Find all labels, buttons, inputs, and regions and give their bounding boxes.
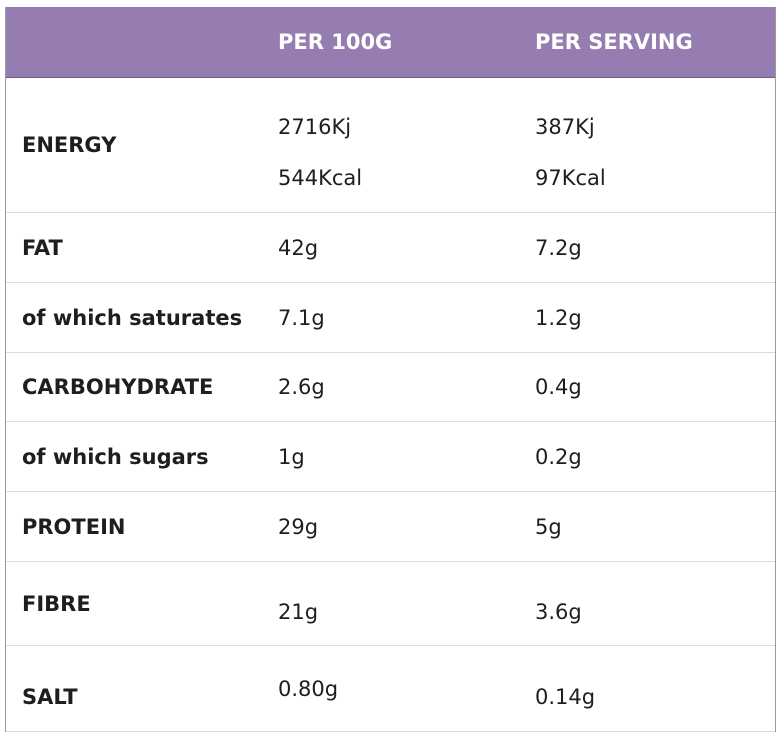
- per-serving-value: 5g: [535, 515, 562, 539]
- column-header: PER SERVING: [535, 30, 693, 54]
- table-row: CARBOHYDRATE 2.6g 0.4g: [6, 353, 775, 422]
- row-label: ENERGY: [22, 133, 117, 157]
- per-serving-value: 387Kj: [535, 115, 595, 139]
- column-header: PER 100G: [278, 30, 393, 54]
- table-row: FAT 42g 7.2g: [6, 213, 775, 283]
- per-serving-value: 7.2g: [535, 236, 582, 260]
- nutrition-table: PER 100G PER SERVING ENERGY 2716Kj 544Kcal…: [5, 7, 776, 732]
- row-label: PROTEIN: [22, 515, 126, 539]
- table-row: ENERGY 2716Kj 544Kcal 387Kj 97Kcal: [6, 77, 775, 213]
- per-100g-value: 1g: [278, 445, 305, 469]
- per-100g-value: 2.6g: [278, 375, 325, 399]
- per-100g-value: 7.1g: [278, 306, 325, 330]
- per-100g-value: 42g: [278, 236, 319, 260]
- table-row: of which saturates 7.1g 1.2g: [6, 283, 775, 353]
- per-serving-value: 3.6g: [535, 600, 582, 624]
- per-serving-value: 0.4g: [535, 375, 582, 399]
- table-row: FIBRE 21g 3.6g: [6, 562, 775, 646]
- row-label: FAT: [22, 236, 63, 260]
- per-100g-value: 2716Kj: [278, 115, 352, 139]
- table-header: PER 100G PER SERVING: [6, 7, 775, 78]
- per-serving-value: 0.2g: [535, 445, 582, 469]
- row-label: SALT: [22, 685, 78, 709]
- row-label: CARBOHYDRATE: [22, 375, 214, 399]
- per-100g-value: 29g: [278, 515, 319, 539]
- row-label: of which saturates: [22, 306, 243, 330]
- table-row: PROTEIN 29g 5g: [6, 492, 775, 562]
- table-row: SALT 0.80g 0.14g: [6, 646, 775, 732]
- row-label: of which sugars: [22, 445, 209, 469]
- per-100g-value: 21g: [278, 600, 319, 624]
- per-100g-value: 544Kcal: [278, 166, 363, 190]
- per-serving-value: 1.2g: [535, 306, 582, 330]
- table-row: of which sugars 1g 0.2g: [6, 422, 775, 492]
- per-100g-value: 0.80g: [278, 677, 339, 701]
- per-serving-value: 0.14g: [535, 685, 596, 709]
- per-serving-value: 97Kcal: [535, 166, 606, 190]
- row-label: FIBRE: [22, 592, 91, 616]
